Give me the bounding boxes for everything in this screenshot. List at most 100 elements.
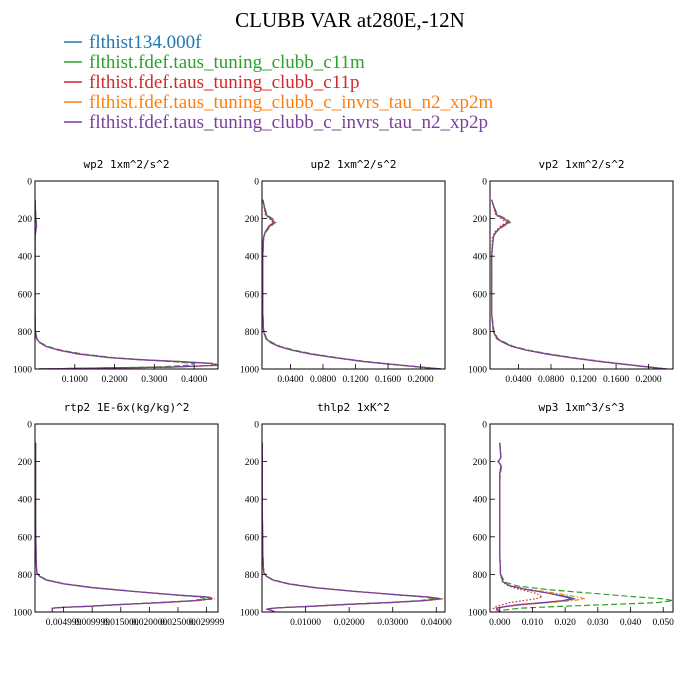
x-tick-label: 0.050 xyxy=(653,618,675,628)
x-tick-label: 0.020000 xyxy=(132,618,168,628)
legend-entry: flthist.fdef.taus_tuning_clubb_c11m xyxy=(89,52,365,73)
series-group xyxy=(262,199,441,369)
y-tick-label: 600 xyxy=(473,533,488,543)
y-tick-label: 400 xyxy=(18,253,33,263)
y-tick-label: 400 xyxy=(473,253,488,263)
x-tick-label: 0.1200 xyxy=(570,375,596,385)
x-tick-label: 0.004999 xyxy=(46,618,82,628)
series-line xyxy=(262,442,436,612)
x-tick-label: 0.009999 xyxy=(74,618,110,628)
x-tick-label: 0.0800 xyxy=(310,375,336,385)
y-tick-label: 1000 xyxy=(240,366,259,376)
y-tick-label: 600 xyxy=(473,290,488,300)
y-tick-label: 200 xyxy=(245,458,260,468)
series-group xyxy=(262,442,445,612)
panel: wp2 1xm^2/s^2 0 200 400 600 800 1000 0.1000 0.20… xyxy=(13,158,219,385)
x-tick-label: 0.010 xyxy=(522,618,544,628)
series-line xyxy=(262,199,441,369)
series-group xyxy=(491,199,667,369)
series-group xyxy=(35,442,216,612)
x-tick-label: 0.025000 xyxy=(160,618,196,628)
x-tick-label: 0.1200 xyxy=(342,375,368,385)
series-group xyxy=(492,442,673,612)
series-line xyxy=(491,199,667,369)
y-tick-label: 200 xyxy=(18,215,33,225)
y-tick-label: 400 xyxy=(245,253,260,263)
series-line xyxy=(262,442,441,612)
x-tick-label: 0.030 xyxy=(587,618,609,628)
y-tick-label: 600 xyxy=(18,533,33,543)
x-tick-label: 0.3000 xyxy=(141,375,167,385)
series-line xyxy=(262,199,441,369)
series-line xyxy=(35,442,213,612)
x-tick-label: 0.0400 xyxy=(505,375,531,385)
plot-frame xyxy=(261,423,446,613)
series-line xyxy=(262,442,444,612)
panel-title: vp2 1xm^2/s^2 xyxy=(538,158,624,171)
series-line xyxy=(35,442,213,612)
panel-title: thlp2 1xK^2 xyxy=(317,401,390,414)
x-tick-label: 0.4000 xyxy=(181,375,207,385)
plot-frame xyxy=(261,180,446,370)
y-tick-label: 1000 xyxy=(13,366,32,376)
y-tick-label: 1000 xyxy=(468,366,487,376)
y-tick-label: 600 xyxy=(245,533,260,543)
plot-frame xyxy=(489,423,674,613)
x-tick-label: 0.2000 xyxy=(636,375,662,385)
legend-entry: flthist.fdef.taus_tuning_clubb_c_invrs_t… xyxy=(89,92,493,113)
y-tick-label: 1000 xyxy=(13,609,32,619)
panel-title: wp2 1xm^2/s^2 xyxy=(83,158,169,171)
legend-entry: flthist.fdef.taus_tuning_clubb_c_invrs_t… xyxy=(89,112,488,133)
series-line xyxy=(262,199,441,369)
series-line xyxy=(491,199,667,369)
panel: thlp2 1xK^2 0 200 400 600 800 1000 0.01000 0.020… xyxy=(240,401,452,628)
y-tick-label: 400 xyxy=(473,496,488,506)
x-tick-label: 0.0400 xyxy=(277,375,303,385)
y-tick-label: 800 xyxy=(473,571,488,581)
series-line xyxy=(262,199,441,369)
panel: vp2 1xm^2/s^2 0 200 400 600 800 1000 0.0400 0.08… xyxy=(468,158,674,385)
series-line xyxy=(491,199,667,369)
x-tick-label: 0.1000 xyxy=(62,375,88,385)
y-tick-label: 600 xyxy=(245,290,260,300)
y-tick-label: 800 xyxy=(18,328,33,338)
panel-title: wp3 1xm^3/s^3 xyxy=(538,401,624,414)
series-line xyxy=(262,442,441,612)
y-tick-label: 200 xyxy=(473,215,488,225)
panel-title: up2 1xm^2/s^2 xyxy=(310,158,396,171)
y-tick-label: 0 xyxy=(254,421,259,431)
y-tick-label: 1000 xyxy=(468,609,487,619)
series-line xyxy=(35,199,218,369)
x-tick-label: 0.02000 xyxy=(334,618,365,628)
y-tick-label: 1000 xyxy=(240,609,259,619)
series-line xyxy=(35,442,206,612)
x-tick-label: 0.040 xyxy=(620,618,642,628)
series-line xyxy=(35,442,214,612)
y-tick-label: 800 xyxy=(245,328,260,338)
plot-frame xyxy=(34,180,219,370)
x-tick-label: 0.1600 xyxy=(375,375,401,385)
plot-frame xyxy=(489,180,674,370)
series-line xyxy=(35,199,218,369)
y-tick-label: 800 xyxy=(245,571,260,581)
figure-title: CLUBB VAR at280E,-12N xyxy=(235,8,465,32)
plot-frame xyxy=(34,423,219,613)
panels: wp2 1xm^2/s^2 0 200 400 600 800 1000 0.1000 0.20… xyxy=(13,158,674,628)
series-line xyxy=(495,442,572,612)
panel: rtp2 1E-6x(kg/kg)^2 0 200 400 600 800 1000 0.00… xyxy=(13,401,225,628)
series-line xyxy=(495,442,576,612)
series-line xyxy=(262,199,441,369)
y-tick-label: 200 xyxy=(245,215,260,225)
x-tick-label: 0.04000 xyxy=(421,618,452,628)
x-tick-label: 0.2000 xyxy=(102,375,128,385)
y-tick-label: 200 xyxy=(473,458,488,468)
series-line xyxy=(262,442,445,612)
x-tick-label: 0.029999 xyxy=(189,618,225,628)
y-tick-label: 800 xyxy=(18,571,33,581)
series-line xyxy=(495,442,585,612)
x-tick-label: 0.0800 xyxy=(538,375,564,385)
y-tick-label: 400 xyxy=(245,496,260,506)
y-tick-label: 0 xyxy=(482,178,487,188)
